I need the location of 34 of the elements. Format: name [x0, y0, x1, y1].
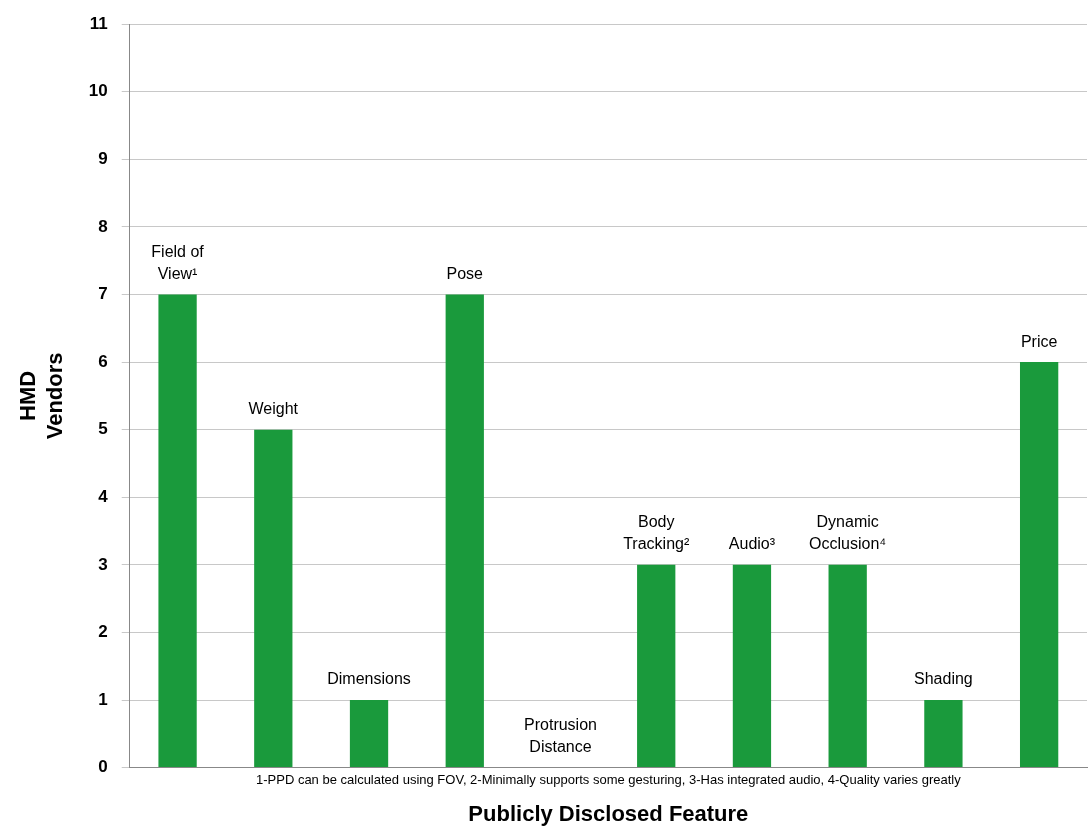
bar: [1019, 362, 1059, 768]
y-tick-label: 3: [98, 554, 108, 574]
bar: [732, 564, 772, 768]
y-tick-label: 11: [89, 13, 108, 33]
bar: [254, 429, 293, 768]
text: 1-PPD can be calculated using FOV, 2-Minimally supports some gesturing, 3-Has integrated audio, 4-Quality varies greatly: [255, 771, 962, 787]
x-tick-label: Body Tracking²: [623, 513, 690, 553]
bar: [637, 564, 676, 768]
x-tick-label: Dynamic Occlusion⁴: [809, 513, 887, 553]
bar: [158, 294, 197, 768]
x-tick-label: Protrusion Distance: [524, 716, 597, 756]
bar: [828, 564, 867, 768]
y-tick-label: 5: [98, 419, 108, 439]
y-tick-label: 6: [98, 351, 108, 371]
bar: [445, 294, 484, 768]
x-tick-label: Price: [1020, 332, 1058, 350]
bar: [924, 700, 963, 768]
y-tick-label: 10: [88, 81, 108, 101]
x-tick-label: Pose: [446, 264, 484, 282]
x-tick-label: Weight: [248, 400, 299, 418]
y-tick-label: 4: [98, 486, 109, 506]
y-tick-label: 8: [98, 216, 108, 236]
x-tick-label: Shading: [914, 670, 973, 688]
x-axis-title: Publicly Disclosed Feature: [468, 800, 749, 826]
y-tick-label: 1: [98, 689, 108, 709]
y-tick-label: 0: [98, 757, 108, 777]
y-tick-label: 9: [98, 149, 108, 169]
y-axis-title: HMD Vendors: [15, 352, 67, 440]
x-tick-label: Audio³: [728, 535, 776, 553]
x-tick-label: Dimensions: [327, 670, 411, 688]
y-tick-label: 7: [98, 284, 108, 304]
bar: [349, 700, 389, 768]
x-tick-label: Field of View¹: [151, 242, 205, 282]
y-tick-label: 2: [98, 622, 108, 642]
